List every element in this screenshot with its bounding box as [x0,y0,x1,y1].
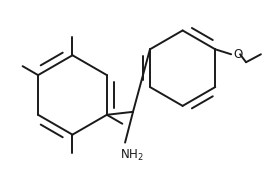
Text: NH$_2$: NH$_2$ [120,148,144,163]
Text: O: O [233,48,242,61]
